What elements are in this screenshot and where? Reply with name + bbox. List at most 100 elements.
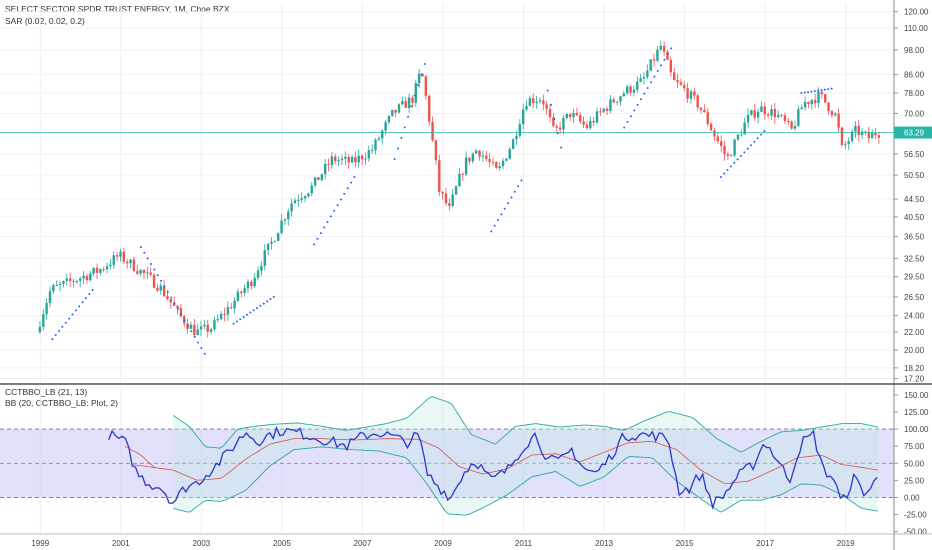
osc-y-tick-label: -50.00 xyxy=(904,528,927,537)
candle-body xyxy=(42,314,45,327)
candle-body xyxy=(666,51,669,60)
candle-body xyxy=(528,98,532,106)
candle-body xyxy=(501,160,505,167)
osc-y-tick-label: 25.00 xyxy=(904,476,925,485)
candle-body xyxy=(260,265,263,271)
sar-dot xyxy=(329,215,332,218)
candle-body xyxy=(444,193,448,204)
sar-dot xyxy=(830,87,833,90)
sar-dot xyxy=(803,91,806,94)
candle-body xyxy=(45,302,48,315)
sar-dot xyxy=(643,92,646,95)
sar-dot xyxy=(143,251,146,254)
candle-body xyxy=(92,267,95,274)
y-tick-label: 86.00 xyxy=(904,71,925,80)
candle-body xyxy=(491,161,495,163)
sar-dot xyxy=(827,88,830,91)
sar-dot xyxy=(333,209,336,212)
candle-body xyxy=(847,140,850,144)
sar-dot xyxy=(417,84,420,87)
candle-body xyxy=(612,99,615,103)
candle-body xyxy=(730,155,733,157)
sar-dot xyxy=(200,347,203,350)
candle-body xyxy=(777,114,780,118)
sar-dot xyxy=(629,115,632,118)
candle-body xyxy=(441,191,444,194)
candle-body xyxy=(85,275,89,281)
candle-body xyxy=(253,277,256,287)
candle-body xyxy=(827,102,830,112)
candle-body xyxy=(568,113,572,117)
sar-dot xyxy=(232,322,235,325)
candle-body xyxy=(240,291,243,294)
sar-dot xyxy=(186,324,189,327)
candle-body xyxy=(303,196,307,199)
candle-body xyxy=(99,269,102,273)
candle-body xyxy=(381,130,384,139)
candle-body xyxy=(461,173,464,175)
candle-body xyxy=(370,150,374,152)
sar-dot xyxy=(160,279,163,282)
candle-body xyxy=(562,117,565,130)
sar-dot xyxy=(139,246,142,249)
candle-body xyxy=(387,115,391,123)
candle-body xyxy=(595,111,599,123)
sar-dot xyxy=(413,94,416,97)
candle-body xyxy=(384,122,387,131)
candle-body xyxy=(273,241,277,243)
candle-body xyxy=(397,104,401,113)
sar-dot xyxy=(733,161,736,164)
candle-body xyxy=(686,88,689,99)
sar-dot xyxy=(336,204,339,207)
sar-dot xyxy=(817,89,820,92)
sar-dot xyxy=(507,202,510,205)
candle-body xyxy=(246,281,250,289)
candle-body xyxy=(209,329,213,332)
candle-body xyxy=(152,274,156,288)
candle-body xyxy=(293,200,297,204)
candle-body xyxy=(172,302,176,306)
candle-body xyxy=(797,109,800,127)
candle-body xyxy=(743,122,746,135)
sar-dot xyxy=(743,151,746,154)
candle-body xyxy=(532,98,535,104)
candle-body xyxy=(256,270,260,278)
sar-dot xyxy=(763,130,766,133)
sar-dot xyxy=(343,192,346,195)
sar-dot xyxy=(736,158,739,161)
y-tick-label: 50.50 xyxy=(904,171,925,180)
candle-body xyxy=(344,156,347,159)
sar-dot xyxy=(760,133,763,136)
x-tick-label: 2009 xyxy=(434,539,452,548)
sar-dot xyxy=(84,297,87,300)
candle-body xyxy=(243,288,246,294)
candle-body xyxy=(176,305,179,309)
x-tick-label: 2017 xyxy=(756,539,774,548)
sar-dot xyxy=(153,268,156,271)
candle-body xyxy=(142,269,146,273)
candle-body xyxy=(740,134,743,136)
candle-body xyxy=(62,281,65,284)
candle-body xyxy=(139,269,142,274)
candle-body xyxy=(703,109,706,113)
sar-dot xyxy=(313,243,316,246)
sar-indicator-label: SAR (0.02, 0.02, 0.2) xyxy=(5,16,85,26)
candle-body xyxy=(414,83,417,103)
sar-dot xyxy=(560,146,563,149)
y-tick-label: 17.20 xyxy=(904,375,925,384)
candle-body xyxy=(337,160,340,162)
y-tick-label: 56.50 xyxy=(904,150,925,159)
candle-body xyxy=(109,264,112,267)
candle-body xyxy=(773,109,777,118)
sar-dot xyxy=(249,311,252,314)
candle-body xyxy=(662,45,666,52)
candle-body xyxy=(340,158,344,161)
sar-dot xyxy=(493,224,496,227)
sar-dot xyxy=(410,105,413,108)
candle-body xyxy=(807,101,810,105)
sar-dot xyxy=(91,288,94,291)
sar-dot xyxy=(750,144,753,147)
candle-body xyxy=(310,185,313,194)
sar-dot xyxy=(513,190,516,193)
